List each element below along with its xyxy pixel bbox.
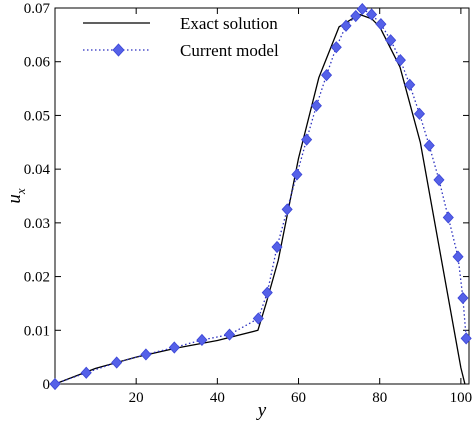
current-model-point — [452, 250, 464, 263]
current-model-point — [340, 19, 352, 32]
x-tick-label: 40 — [210, 390, 225, 406]
x-axis-ticks: 20 40 60 80 100 — [129, 8, 472, 406]
x-tick-label: 80 — [372, 390, 387, 406]
current-model-point — [350, 9, 362, 23]
current-model-point — [140, 348, 152, 361]
current-model-point — [168, 341, 180, 354]
current-model-point — [330, 41, 342, 54]
y-axis-title-main: u — [4, 194, 25, 204]
current-model-point — [111, 356, 123, 369]
current-model-point — [196, 333, 208, 347]
current-model-line — [54, 8, 467, 385]
current-model-point — [442, 211, 454, 224]
current-model-point — [49, 377, 61, 391]
svg-text:ux: ux — [4, 188, 28, 204]
legend-label-exact: Exact solution — [180, 14, 278, 33]
plot-frame — [54, 7, 470, 385]
legend-marker-current — [112, 43, 125, 57]
current-model-point — [271, 240, 283, 254]
current-model-point — [460, 332, 472, 345]
series-layer — [49, 2, 472, 391]
current-model-point — [223, 328, 236, 341]
current-model-point — [291, 168, 303, 181]
y-tick-label: 0.02 — [24, 270, 50, 286]
exact-solution-line — [54, 13, 466, 385]
y-tick-label: 0.01 — [24, 323, 50, 339]
current-model-point — [80, 366, 92, 379]
current-model-point — [281, 203, 293, 216]
current-model-point — [423, 139, 435, 152]
current-model-point — [320, 69, 333, 82]
current-model-point — [413, 107, 426, 120]
y-tick-label: 0.05 — [24, 108, 50, 124]
current-model-point — [301, 133, 313, 146]
y-axis-ticks: 0 0.01 0.02 0.03 0.04 0.05 0.06 0.07 — [24, 1, 469, 393]
y-axis-title-sub: x — [13, 188, 28, 195]
x-tick-label: 100 — [450, 390, 473, 406]
y-axis-title: ux — [4, 188, 28, 204]
y-tick-label: 0.07 — [24, 1, 51, 17]
current-model-point — [457, 291, 469, 305]
current-model-point — [375, 18, 387, 31]
x-tick-label: 60 — [291, 390, 306, 406]
x-tick-label: 20 — [129, 390, 144, 406]
current-model-point — [310, 99, 322, 112]
current-model-point — [433, 173, 445, 186]
current-model-point — [394, 54, 406, 67]
y-tick-label: 0.03 — [24, 216, 50, 232]
y-tick-label: 0 — [43, 377, 51, 393]
x-axis-title: y — [256, 400, 267, 421]
current-model-point — [261, 286, 273, 299]
legend: Exact solution Current model — [83, 14, 279, 60]
current-model-point — [356, 2, 368, 16]
current-model-point — [404, 78, 416, 91]
y-tick-label: 0.06 — [24, 55, 51, 71]
legend-label-current: Current model — [180, 41, 279, 60]
current-model-point — [252, 312, 264, 325]
current-model-point — [366, 8, 378, 21]
current-model-point — [385, 34, 397, 47]
y-tick-label: 0.04 — [24, 162, 51, 178]
